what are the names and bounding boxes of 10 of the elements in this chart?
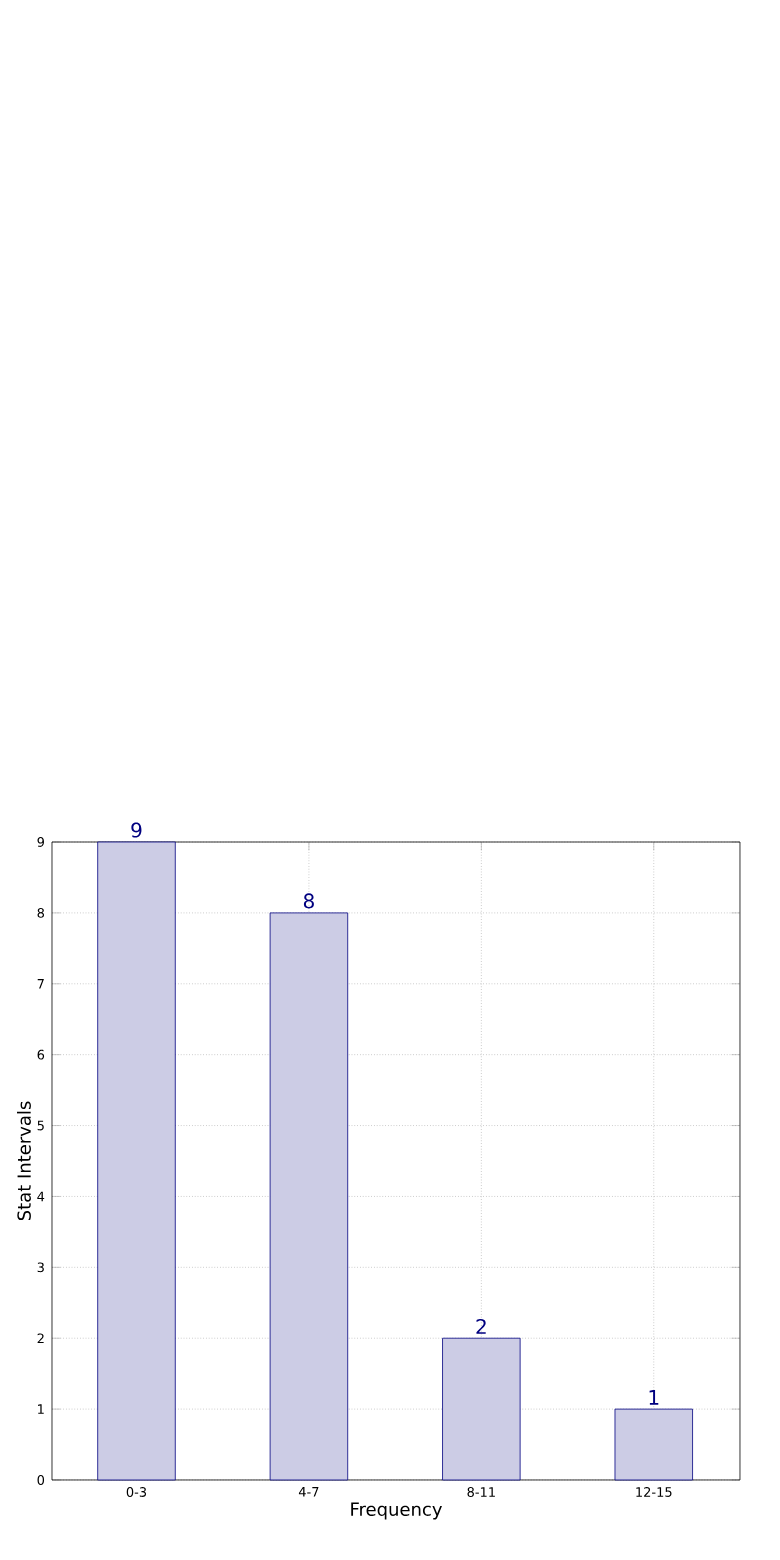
data-label: 8 bbox=[303, 893, 314, 909]
bar bbox=[269, 912, 349, 1481]
bar bbox=[442, 1337, 521, 1481]
data-label: 1 bbox=[649, 1390, 659, 1405]
x-axis-title: Frequency bbox=[351, 1502, 442, 1520]
bar bbox=[614, 1408, 693, 1481]
data-label: 9 bbox=[131, 822, 142, 838]
bar bbox=[97, 841, 176, 1481]
y-axis-title: Stat Intervals bbox=[17, 1101, 31, 1221]
data-label: 2 bbox=[476, 1318, 486, 1334]
